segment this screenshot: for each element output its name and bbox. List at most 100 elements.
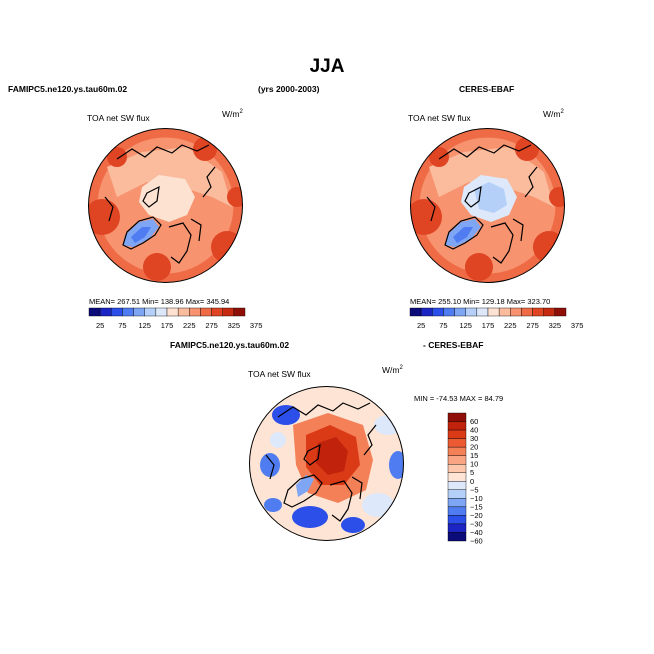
colorbar-box bbox=[189, 307, 201, 317]
colorbar-tick-label: −10 bbox=[470, 494, 483, 503]
diff-obs-label: - CERES-EBAF bbox=[423, 340, 484, 350]
panel-model-title: TOA net SW flux bbox=[87, 113, 150, 123]
colorbar-box bbox=[465, 307, 478, 317]
diff-model-label: FAMIPC5.ne120.ys.tau60m.02 bbox=[170, 340, 290, 350]
colorbar-tick-label: 125 bbox=[138, 321, 151, 330]
colorbar-tick-label: 275 bbox=[205, 321, 218, 330]
colorbar-tick-label: −15 bbox=[470, 502, 483, 511]
colorbar-box bbox=[233, 307, 246, 317]
colorbar-box bbox=[432, 307, 444, 317]
colorbar-tick-label: 375 bbox=[571, 321, 584, 330]
colorbar-box bbox=[447, 498, 467, 508]
obs-polar-map bbox=[410, 128, 565, 283]
colorbar-box bbox=[532, 307, 544, 317]
colorbar-box bbox=[447, 515, 467, 525]
coastlines bbox=[104, 144, 216, 264]
colorbar-tick-label: 30 bbox=[470, 434, 478, 443]
colorbar-tick-label: −20 bbox=[470, 511, 483, 520]
colorbar-box bbox=[447, 438, 467, 448]
colorbar-box bbox=[447, 489, 467, 499]
obs-colorbar: 25 75 125 175 225 275 325 375 bbox=[409, 307, 583, 330]
colorbar-tick-label: 275 bbox=[526, 321, 539, 330]
colorbar-box bbox=[554, 307, 567, 317]
colorbar-box bbox=[543, 307, 556, 317]
colorbar-box bbox=[476, 307, 489, 317]
field-layer bbox=[410, 128, 565, 283]
colorbar-tick-label: −30 bbox=[470, 519, 483, 528]
coastlines bbox=[265, 402, 377, 522]
model-colorbar: 25 75 125 175 225 275 325 375 bbox=[88, 307, 262, 330]
colorbar-box bbox=[454, 307, 466, 317]
colorbar-tick-label: 375 bbox=[250, 321, 263, 330]
colorbar-tick-label: 60 bbox=[470, 417, 478, 426]
obs-label: CERES-EBAF bbox=[459, 84, 515, 94]
colorbar-box bbox=[447, 429, 467, 439]
colorbar-tick-label: 225 bbox=[183, 321, 196, 330]
colorbar-tick-label: −60 bbox=[470, 537, 483, 546]
panel-obs-units: W/m2 bbox=[543, 109, 564, 119]
main-title: JJA bbox=[309, 56, 345, 77]
panel-diff-title: TOA net SW flux bbox=[248, 369, 311, 379]
colorbar-tick-label: 175 bbox=[482, 321, 495, 330]
colorbar-box bbox=[447, 455, 467, 465]
colorbar-box bbox=[211, 307, 223, 317]
colorbar-tick-label: 325 bbox=[549, 321, 562, 330]
colorbar-box bbox=[409, 307, 422, 317]
colorbar-box bbox=[447, 506, 467, 516]
colorbar-box bbox=[447, 421, 467, 431]
panel-obs-title: TOA net SW flux bbox=[408, 113, 471, 123]
colorbar-tick-label: 0 bbox=[470, 477, 474, 486]
panel-obs-stats: MEAN= 255.10 Min= 129.18 Max= 323.70 bbox=[410, 297, 551, 306]
colorbar-box bbox=[144, 307, 157, 317]
coastlines bbox=[426, 144, 538, 264]
diff-polar-map bbox=[249, 386, 404, 541]
colorbar-box bbox=[200, 307, 212, 317]
colorbar-tick-label: 10 bbox=[470, 460, 478, 469]
years-label: (yrs 2000-2003) bbox=[258, 84, 320, 94]
colorbar-tick-label: 5 bbox=[470, 468, 474, 477]
colorbar-box bbox=[447, 523, 467, 533]
colorbar-box bbox=[177, 307, 190, 317]
colorbar-tick-label: 325 bbox=[228, 321, 241, 330]
model-polar-map bbox=[88, 128, 243, 283]
colorbar-box bbox=[447, 472, 467, 482]
colorbar-box bbox=[133, 307, 145, 317]
colorbar-tick-label: 25 bbox=[417, 321, 425, 330]
colorbar-tick-label: 20 bbox=[470, 443, 478, 452]
colorbar-box bbox=[487, 307, 500, 317]
colorbar-tick-label: 225 bbox=[504, 321, 517, 330]
colorbar-box bbox=[521, 307, 533, 317]
colorbar-box bbox=[166, 307, 179, 317]
panel-diff-units: W/m2 bbox=[382, 365, 403, 375]
colorbar-tick-label: 75 bbox=[439, 321, 447, 330]
colorbar-box bbox=[99, 307, 112, 317]
colorbar-tick-label: −5 bbox=[470, 485, 479, 494]
colorbar-tick-label: 40 bbox=[470, 426, 478, 435]
colorbar-tick-label: 15 bbox=[470, 451, 478, 460]
colorbar-box bbox=[447, 464, 467, 473]
colorbar-box bbox=[447, 532, 467, 542]
panel-diff-stats: MIN = -74.53 MAX = 84.79 bbox=[414, 394, 504, 403]
colorbar-box bbox=[222, 307, 235, 317]
colorbar-box bbox=[155, 307, 168, 317]
colorbar-box bbox=[447, 481, 467, 491]
colorbar-box bbox=[420, 307, 433, 317]
colorbar-box bbox=[88, 307, 101, 317]
colorbar-box bbox=[447, 412, 467, 422]
colorbar-box bbox=[510, 307, 522, 317]
colorbar-tick-label: −40 bbox=[470, 528, 483, 537]
colorbar-box bbox=[443, 307, 455, 317]
colorbar-tick-label: 75 bbox=[118, 321, 126, 330]
field-layer bbox=[88, 128, 243, 283]
model-case-label: FAMIPC5.ne120.ys.tau60m.02 bbox=[8, 84, 128, 94]
panel-model-units: W/m2 bbox=[222, 109, 243, 119]
panel-model-stats: MEAN= 267.51 Min= 138.96 Max= 345.94 bbox=[89, 297, 230, 306]
colorbar-tick-label: 175 bbox=[161, 321, 174, 330]
colorbar-box bbox=[498, 307, 511, 317]
field-layer bbox=[249, 386, 404, 541]
colorbar-box bbox=[447, 446, 467, 456]
colorbar-box bbox=[122, 307, 134, 317]
colorbar-box bbox=[111, 307, 123, 317]
colorbar-tick-label: 25 bbox=[96, 321, 104, 330]
